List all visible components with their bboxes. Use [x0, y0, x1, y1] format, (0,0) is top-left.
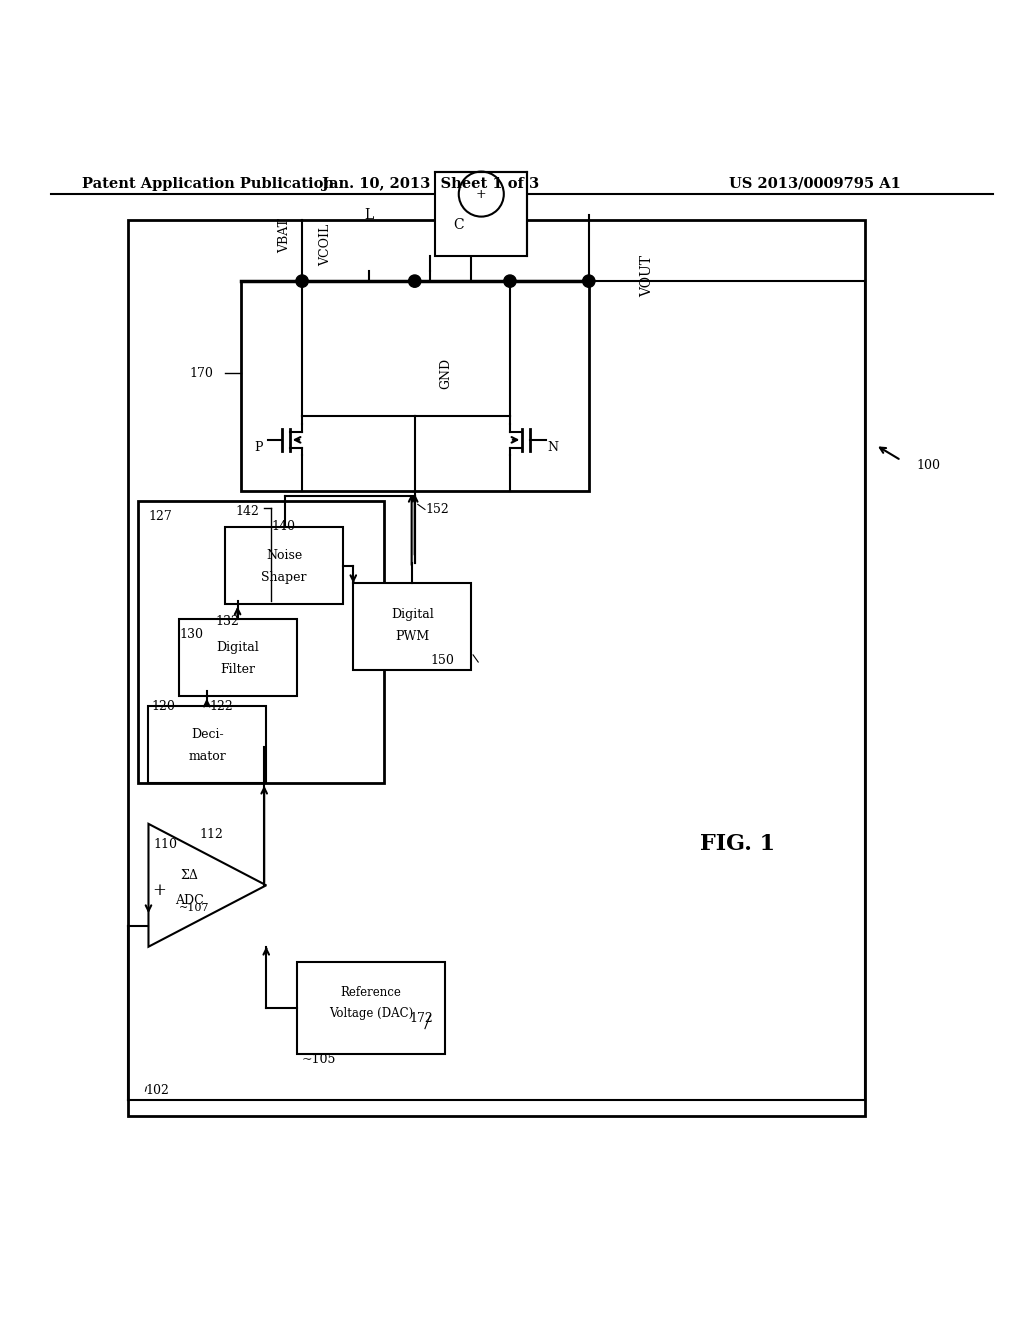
- Text: VCOIL: VCOIL: [319, 224, 332, 267]
- Text: +: +: [476, 187, 486, 201]
- Circle shape: [583, 275, 595, 288]
- Text: Deci-: Deci-: [191, 727, 223, 741]
- FancyBboxPatch shape: [435, 172, 527, 256]
- Text: GND: GND: [439, 358, 452, 389]
- Text: Reference: Reference: [341, 986, 401, 999]
- Text: Shaper: Shaper: [261, 572, 307, 583]
- Text: 122: 122: [210, 700, 233, 713]
- Text: PWM: PWM: [395, 631, 429, 643]
- Text: FIG. 1: FIG. 1: [699, 833, 775, 855]
- Text: ~107: ~107: [179, 903, 210, 913]
- Text: ADC: ADC: [175, 894, 204, 907]
- Text: VBAT: VBAT: [279, 218, 291, 252]
- Text: Patent Application Publication: Patent Application Publication: [82, 177, 334, 191]
- FancyBboxPatch shape: [128, 219, 865, 1115]
- Text: Digital: Digital: [391, 609, 433, 620]
- Text: Noise: Noise: [266, 549, 302, 561]
- Text: N: N: [548, 441, 559, 454]
- Text: 102: 102: [145, 1084, 169, 1097]
- Text: 100: 100: [916, 459, 940, 473]
- Text: Voltage (DAC): Voltage (DAC): [329, 1007, 414, 1020]
- Text: 120: 120: [152, 700, 175, 713]
- Text: 127: 127: [148, 510, 172, 523]
- Text: 130: 130: [179, 628, 203, 642]
- Text: C: C: [454, 218, 464, 232]
- Text: 140: 140: [271, 520, 295, 533]
- FancyBboxPatch shape: [148, 706, 266, 783]
- Text: US 2013/0009795 A1: US 2013/0009795 A1: [729, 177, 901, 191]
- FancyBboxPatch shape: [297, 962, 445, 1055]
- Text: 110: 110: [154, 838, 177, 851]
- Text: ~105: ~105: [302, 1053, 337, 1065]
- Text: +: +: [152, 882, 166, 899]
- Text: Filter: Filter: [220, 663, 256, 676]
- Text: Jan. 10, 2013  Sheet 1 of 3: Jan. 10, 2013 Sheet 1 of 3: [322, 177, 539, 191]
- FancyBboxPatch shape: [138, 502, 384, 783]
- Text: 170: 170: [189, 367, 213, 380]
- Text: 152: 152: [425, 503, 449, 516]
- Circle shape: [504, 275, 516, 288]
- FancyBboxPatch shape: [179, 619, 297, 696]
- Text: 112: 112: [200, 828, 223, 841]
- Text: mator: mator: [188, 750, 226, 763]
- Circle shape: [296, 275, 308, 288]
- Text: Digital: Digital: [217, 640, 259, 653]
- Circle shape: [409, 275, 421, 288]
- Text: VOUT: VOUT: [640, 255, 654, 297]
- Text: 132: 132: [215, 615, 239, 627]
- Text: ΣΔ: ΣΔ: [181, 869, 199, 882]
- FancyBboxPatch shape: [353, 583, 471, 671]
- FancyBboxPatch shape: [225, 527, 343, 603]
- Text: 150: 150: [430, 653, 454, 667]
- FancyBboxPatch shape: [241, 281, 589, 491]
- Text: L: L: [364, 207, 374, 222]
- Text: P: P: [254, 441, 262, 454]
- Text: 172: 172: [410, 1012, 433, 1024]
- Text: 142: 142: [236, 506, 259, 517]
